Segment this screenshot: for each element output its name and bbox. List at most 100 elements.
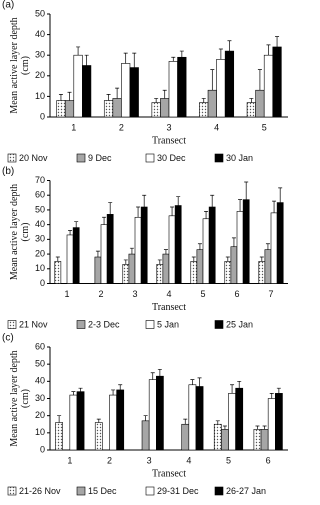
error-bar	[275, 36, 280, 47]
legend-label: 5 Jan	[157, 319, 179, 329]
error-bar	[78, 387, 83, 392]
error-bar	[265, 243, 270, 250]
error-bar	[262, 425, 267, 430]
bar	[272, 46, 282, 118]
y-tick-label: 50	[35, 204, 45, 214]
y-axis-label-line: (cm)	[20, 223, 31, 242]
bar	[141, 420, 150, 451]
bar	[162, 253, 170, 284]
legend-label: 21 Nov	[19, 319, 48, 329]
x-tick-label: 3	[132, 289, 137, 299]
bar	[55, 422, 63, 451]
error-bar	[225, 256, 230, 262]
y-tick-label: 30	[35, 234, 45, 244]
bar	[73, 54, 83, 118]
bar	[160, 98, 170, 118]
x-tick-label: 5	[226, 455, 231, 465]
y-tick-label: 50	[35, 8, 45, 18]
bar	[246, 102, 256, 118]
bar	[151, 102, 161, 118]
error-bar	[67, 91, 72, 101]
bar	[116, 389, 125, 451]
error-bar	[95, 250, 100, 258]
bar	[195, 386, 204, 451]
x-axis-label: Transect	[152, 468, 186, 479]
x-tick-label: 5	[200, 289, 205, 299]
error-bar	[201, 98, 206, 103]
legend-label: 2-3 Dec	[88, 319, 120, 329]
error-bar	[238, 199, 243, 212]
bar	[64, 100, 75, 118]
bar	[242, 199, 250, 284]
error-bar	[191, 256, 196, 262]
x-tick-label: 7	[268, 289, 273, 299]
bar	[267, 398, 276, 451]
error-bar	[176, 196, 181, 206]
error-bar	[115, 87, 120, 99]
error-bar	[266, 44, 271, 56]
bar	[72, 227, 80, 284]
x-axis-label: Transect	[152, 135, 186, 146]
bar	[213, 423, 222, 451]
y-axis-label-line: Mean active layer depth	[9, 350, 20, 446]
y-tick-label: 0	[40, 444, 45, 454]
error-bar	[215, 420, 220, 425]
y-axis-label: Mean active layer depth(cm)	[9, 350, 31, 446]
legend-swatch	[76, 486, 86, 496]
bar	[216, 59, 226, 118]
bar	[156, 375, 164, 451]
bar	[112, 98, 122, 118]
x-tick-label: 1	[67, 455, 72, 465]
error-bar	[157, 259, 162, 265]
bar	[82, 65, 92, 118]
error-bar	[183, 418, 188, 425]
bar	[202, 218, 210, 284]
error-bar	[197, 243, 202, 250]
y-axis-label-line: Mean active layer depth	[9, 17, 20, 113]
bar	[221, 429, 229, 451]
error-bar	[76, 46, 81, 56]
bar	[76, 391, 85, 451]
x-tick-label: 1	[64, 289, 69, 299]
x-tick-label: 1	[71, 122, 76, 132]
y-tick-label: 10	[35, 91, 45, 101]
bar	[129, 67, 139, 118]
bar	[174, 205, 182, 284]
legend-label: 29-31 Dec	[157, 486, 199, 496]
legend-swatch	[7, 486, 17, 496]
x-tick-label: 2	[98, 289, 103, 299]
bar	[228, 393, 236, 451]
panel-label: (b)	[2, 166, 14, 177]
y-tick-label: 60	[35, 190, 45, 200]
bar	[100, 224, 108, 284]
error-bar	[74, 221, 79, 228]
bar	[66, 234, 74, 284]
bar	[148, 379, 157, 451]
bar	[109, 394, 117, 451]
y-tick-label: 20	[35, 248, 45, 258]
y-tick-label: 10	[35, 263, 45, 273]
bar	[258, 261, 266, 284]
error-bar	[150, 372, 155, 380]
y-axis-label-line: (cm)	[20, 56, 31, 75]
error-bar	[244, 181, 249, 200]
error-bar	[136, 206, 141, 218]
bar	[224, 50, 235, 118]
error-bar	[179, 50, 184, 58]
bar	[253, 429, 262, 451]
bar	[181, 423, 190, 451]
legend-swatch	[214, 486, 224, 496]
error-bar	[129, 247, 134, 255]
error-bar	[118, 384, 123, 390]
error-bar	[163, 249, 168, 255]
error-bar	[170, 206, 175, 216]
error-bar	[255, 425, 260, 430]
error-bar	[55, 256, 60, 262]
error-bar	[190, 379, 195, 385]
error-bar	[230, 384, 235, 394]
legend-label: 26-27 Jan	[226, 486, 266, 496]
x-tick-label: 2	[119, 122, 124, 132]
y-axis-label-line: (cm)	[20, 389, 31, 408]
y-axis-label: Mean active layer depth(cm)	[9, 184, 31, 280]
error-bar	[132, 52, 137, 68]
